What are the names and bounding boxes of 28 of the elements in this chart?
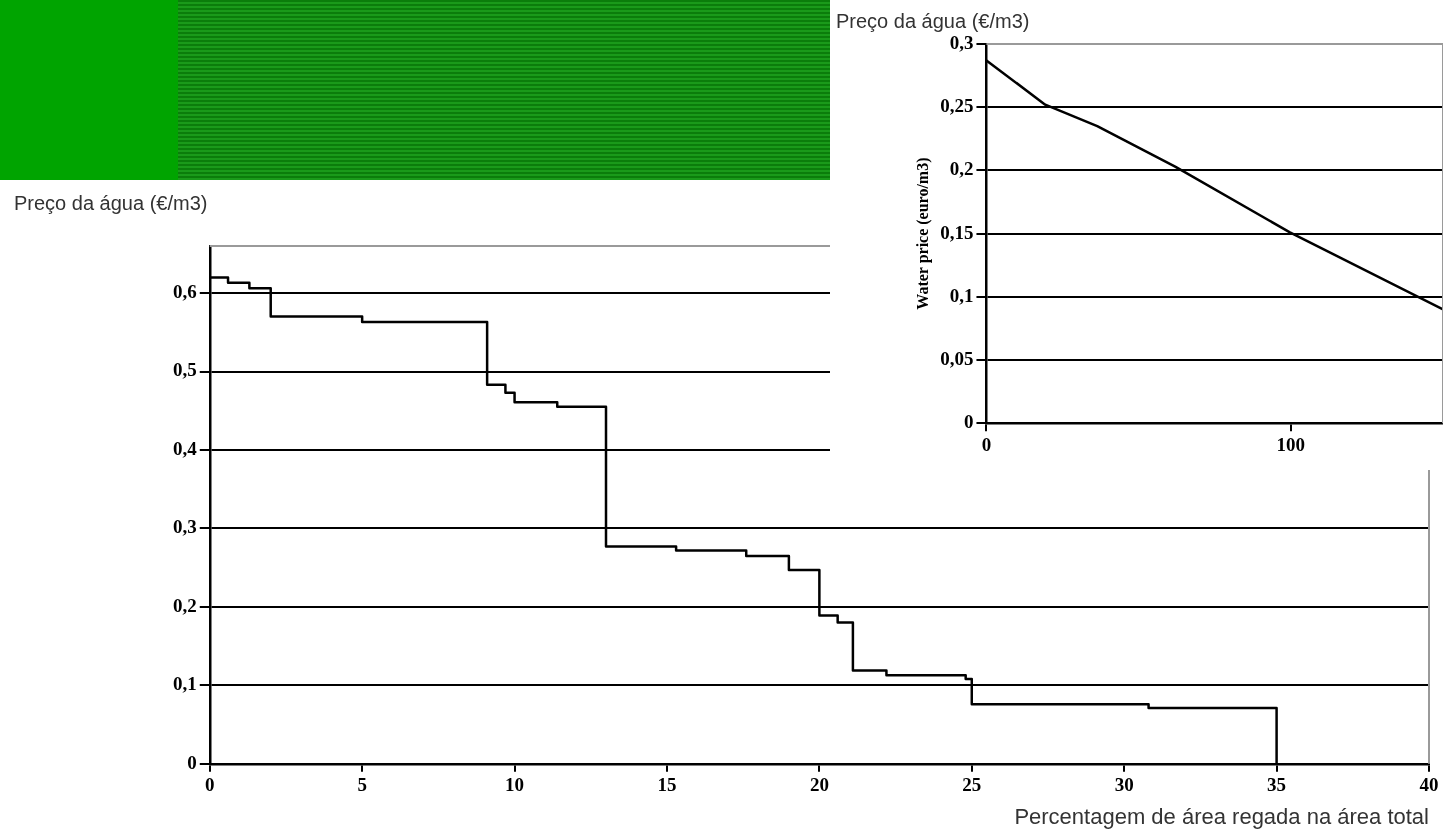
x-tick-label: 5 bbox=[357, 774, 367, 796]
x-tick-label: 25 bbox=[962, 774, 982, 796]
x-tick-label: 10 bbox=[505, 774, 525, 796]
x-tick-label: 35 bbox=[1267, 774, 1287, 796]
x-tick-label: 100 bbox=[1276, 433, 1306, 455]
y-tick-label: 0,15 bbox=[940, 221, 974, 243]
y-tick-label: 0,1 bbox=[949, 284, 974, 306]
y-tick-label: 0,25 bbox=[940, 95, 974, 117]
x-tick-label: 20 bbox=[809, 774, 829, 796]
y-tick-label: 0 bbox=[963, 411, 974, 433]
y-tick-label: 0,6 bbox=[173, 280, 197, 302]
y-tick-label: 0,4 bbox=[173, 437, 198, 459]
y-tick-label: 0,5 bbox=[173, 359, 197, 381]
y-tick-label: 0,2 bbox=[173, 594, 197, 616]
y-tick-label: 0,05 bbox=[940, 347, 974, 369]
x-axis-title: Percentagem de área regada na área total bbox=[1014, 803, 1429, 829]
y-tick-label: 0,2 bbox=[949, 158, 974, 180]
y-tick-label: 0,1 bbox=[173, 673, 197, 695]
x-tick-label: 0 bbox=[205, 774, 215, 796]
y-tick-label: 0,3 bbox=[173, 516, 197, 538]
y-tick-label: 0,3 bbox=[949, 31, 974, 53]
y-tick-label: 0 bbox=[187, 751, 197, 773]
text: Preço da água (€/m3) bbox=[836, 9, 1031, 34]
x-tick-label: 15 bbox=[657, 774, 677, 796]
x-tick-label: 30 bbox=[1114, 774, 1134, 796]
text: Preço da água (€/m3) bbox=[14, 191, 209, 216]
x-tick-label: 40 bbox=[1419, 774, 1439, 796]
y-axis-title: Water price (euro/m3) bbox=[913, 157, 932, 310]
